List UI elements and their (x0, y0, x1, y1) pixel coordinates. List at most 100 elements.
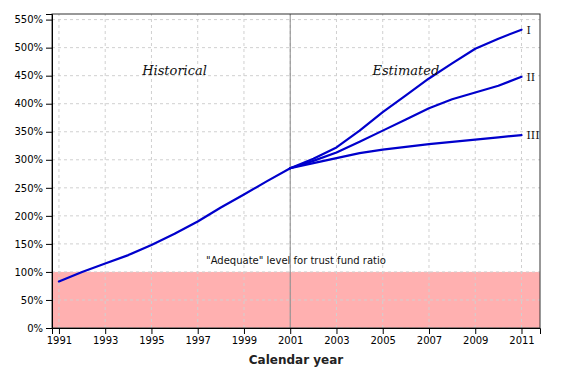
tick-mark (46, 300, 52, 301)
plot-area (52, 14, 540, 328)
tick: 200% (14, 211, 52, 222)
axis-line (46, 15, 53, 329)
axis-line (53, 329, 541, 335)
tick-label: 2007 (417, 335, 442, 346)
tick-mark (475, 328, 476, 334)
tick: 450% (14, 70, 52, 81)
tick-label: 2001 (278, 335, 303, 346)
tick-label: 350% (14, 126, 43, 137)
grid-line (475, 14, 476, 328)
tick-mark (46, 216, 52, 217)
grid-line (336, 14, 337, 328)
tick: 2011 (509, 328, 534, 346)
plot-frame (52, 14, 540, 328)
shaded-band (52, 272, 540, 328)
tick-label: 1995 (139, 335, 164, 346)
tick-mark (46, 328, 52, 329)
tick-label: 200% (14, 211, 43, 222)
tick: 400% (14, 98, 52, 109)
grid-line (52, 75, 540, 76)
labels: HistoricalIIIIIIEstimated"Adequate" leve… (141, 24, 539, 266)
tick-mark (151, 328, 152, 334)
tick: 250% (14, 183, 52, 194)
tick-label: 250% (14, 183, 43, 194)
tick-mark (429, 328, 430, 334)
tick-mark (290, 328, 291, 334)
grid-line (52, 299, 540, 300)
tick-mark (105, 328, 106, 334)
tick: 2001 (278, 328, 303, 346)
tick: 1993 (93, 328, 118, 346)
grid-line (382, 14, 383, 328)
tick-mark (46, 76, 52, 77)
tick-mark (244, 328, 245, 334)
tick-label: 500% (14, 42, 43, 53)
divider-line (290, 14, 291, 328)
tick-label: 450% (14, 70, 43, 81)
tick-label: 100% (14, 267, 43, 278)
tick-mark (198, 328, 199, 334)
tick: 150% (14, 239, 52, 250)
tick: 2003 (324, 328, 349, 346)
grid-line (105, 14, 106, 328)
grid-line (52, 187, 540, 188)
series-label: I (526, 24, 530, 37)
tick-label: 2005 (371, 335, 396, 346)
tick-label: 150% (14, 239, 43, 250)
tick: 300% (14, 154, 52, 165)
grid-line (52, 47, 540, 48)
series-label: III (526, 129, 539, 142)
annotation: Estimated (371, 63, 439, 78)
tick-label: 2011 (509, 335, 534, 346)
tick: 0% (27, 323, 52, 334)
tick-label: 2003 (324, 335, 349, 346)
tick-mark (46, 48, 52, 49)
tick: 1991 (47, 328, 72, 346)
tick: 2005 (371, 328, 396, 346)
grid-line (151, 14, 152, 328)
grid-line (243, 14, 244, 328)
y-axis: 0% 50% 100% 150% 200% 250% 300% 350% 400% 450% 500… (14, 14, 52, 333)
tick-label: 0% (27, 323, 43, 334)
tick-mark (59, 328, 60, 334)
grid-line (52, 215, 540, 216)
lines (59, 30, 522, 282)
chart: 1991 1993 1995 1997 1999 2001 2003 2005 2007 2009… (0, 0, 572, 372)
tick-mark (46, 188, 52, 189)
grid-line (52, 243, 540, 244)
grid-line (521, 14, 522, 328)
tick-label: 1991 (47, 335, 72, 346)
series-line (290, 135, 521, 168)
tick-label: 550% (14, 14, 43, 25)
tick-label: 300% (14, 154, 43, 165)
band-label: "Adequate" level for trust fund ratio (206, 255, 386, 266)
series-label: Historical (141, 63, 207, 78)
grid-line (52, 103, 540, 104)
grid-line (52, 159, 540, 160)
series-line (290, 30, 521, 168)
tick-label: 1993 (93, 335, 118, 346)
grid-line (52, 19, 540, 20)
series-label: II (526, 71, 535, 84)
series-line (290, 77, 521, 168)
tick: 2009 (463, 328, 488, 346)
tick: 100% (14, 267, 52, 278)
grid-line (290, 14, 291, 328)
grid (52, 14, 540, 328)
tick-label: 1997 (185, 335, 210, 346)
tick-mark (46, 160, 52, 161)
tick-mark (383, 328, 384, 334)
grid-line (52, 131, 540, 132)
tick: 1999 (232, 328, 257, 346)
grid-line (428, 14, 429, 328)
tick: 1995 (139, 328, 164, 346)
x-axis: 1991 1993 1995 1997 1999 2001 2003 2005 2007 2009… (47, 328, 541, 346)
tick-label: 1999 (232, 335, 257, 346)
tick-mark (46, 244, 52, 245)
tick: 50% (21, 295, 52, 306)
tick-mark (46, 132, 52, 133)
tick: 500% (14, 42, 52, 53)
tick: 2007 (417, 328, 442, 346)
tick-mark (521, 328, 522, 334)
tick-mark (336, 328, 337, 334)
